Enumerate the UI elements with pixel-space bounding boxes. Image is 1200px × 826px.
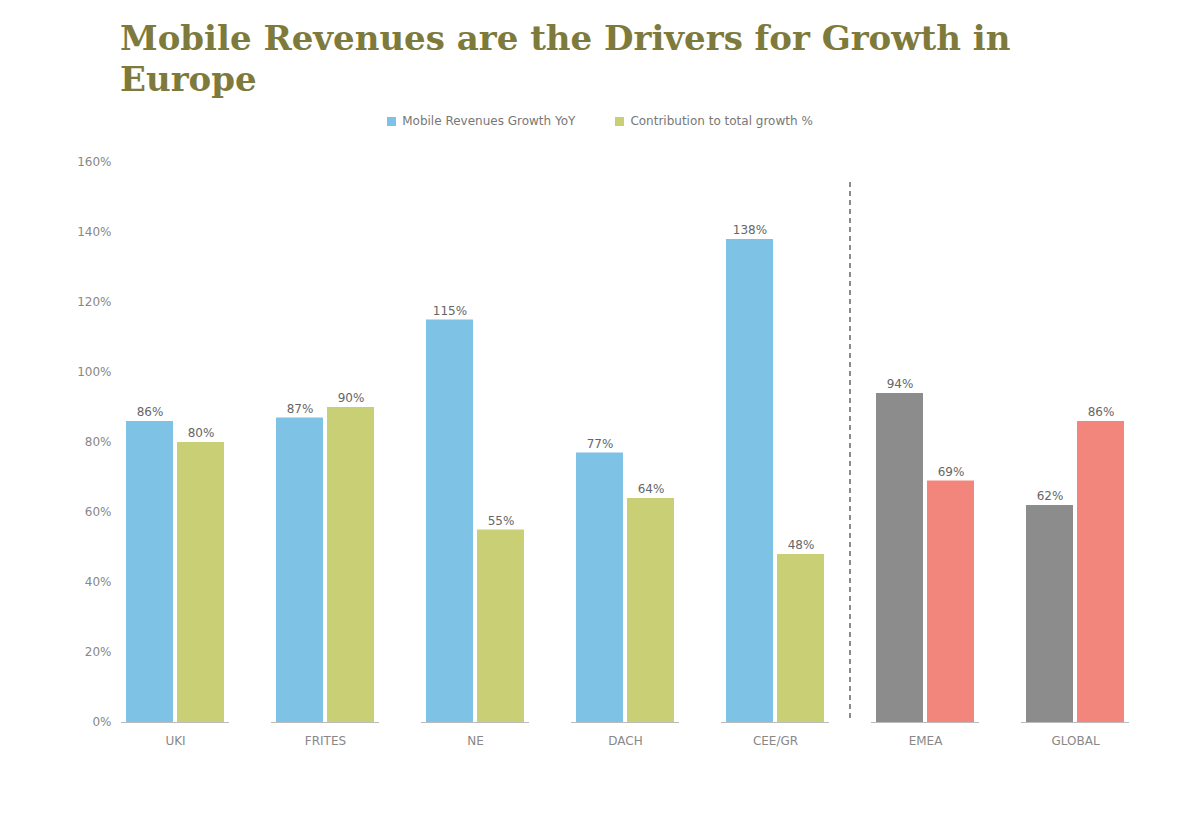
html-text:Contribution to total growth %: Contribution to total growth %: [630, 113, 813, 128]
svg-text:77%: 77%: [587, 436, 614, 450]
svg-text:55%: 55%: [488, 513, 515, 527]
svg-text:60%: 60%: [85, 505, 112, 519]
svg-text:GLOBAL: GLOBAL: [1051, 734, 1099, 748]
html-text:Mobile Revenues Growth YoY: Mobile Revenues Growth YoY: [402, 113, 576, 128]
svg-text:80%: 80%: [85, 435, 112, 449]
svg-text:20%: 20%: [85, 645, 112, 659]
svg-text:160%: 160%: [77, 155, 111, 169]
html-text:Mobile Revenues are the Driver: Mobile Revenues are the Drivers for Grow…: [120, 18, 1011, 99]
svg-text:94%: 94%: [887, 377, 914, 391]
svg-text:115%: 115%: [433, 303, 467, 317]
svg-text:100%: 100%: [77, 365, 111, 379]
svg-text:40%: 40%: [85, 575, 112, 589]
svg-text:62%: 62%: [1037, 489, 1064, 503]
svg-text:69%: 69%: [938, 464, 965, 478]
svg-text:CEE/GR: CEE/GR: [753, 734, 798, 748]
svg-text:90%: 90%: [338, 391, 365, 405]
svg-text:48%: 48%: [788, 538, 815, 552]
svg-text:140%: 140%: [77, 225, 111, 239]
svg-text:138%: 138%: [733, 223, 767, 237]
svg-text:120%: 120%: [77, 295, 111, 309]
svg-text:UKI: UKI: [165, 734, 185, 748]
svg-text:NE: NE: [467, 734, 484, 748]
svg-text:EMEA: EMEA: [909, 734, 944, 748]
svg-text:87%: 87%: [287, 401, 314, 415]
svg-text:DACH: DACH: [608, 734, 642, 748]
svg-text:86%: 86%: [1088, 405, 1115, 419]
svg-text:86%: 86%: [137, 405, 164, 419]
svg-text:FRITES: FRITES: [305, 734, 346, 748]
svg-text:80%: 80%: [188, 426, 215, 440]
svg-text:64%: 64%: [638, 482, 665, 496]
svg-text:0%: 0%: [92, 715, 111, 729]
